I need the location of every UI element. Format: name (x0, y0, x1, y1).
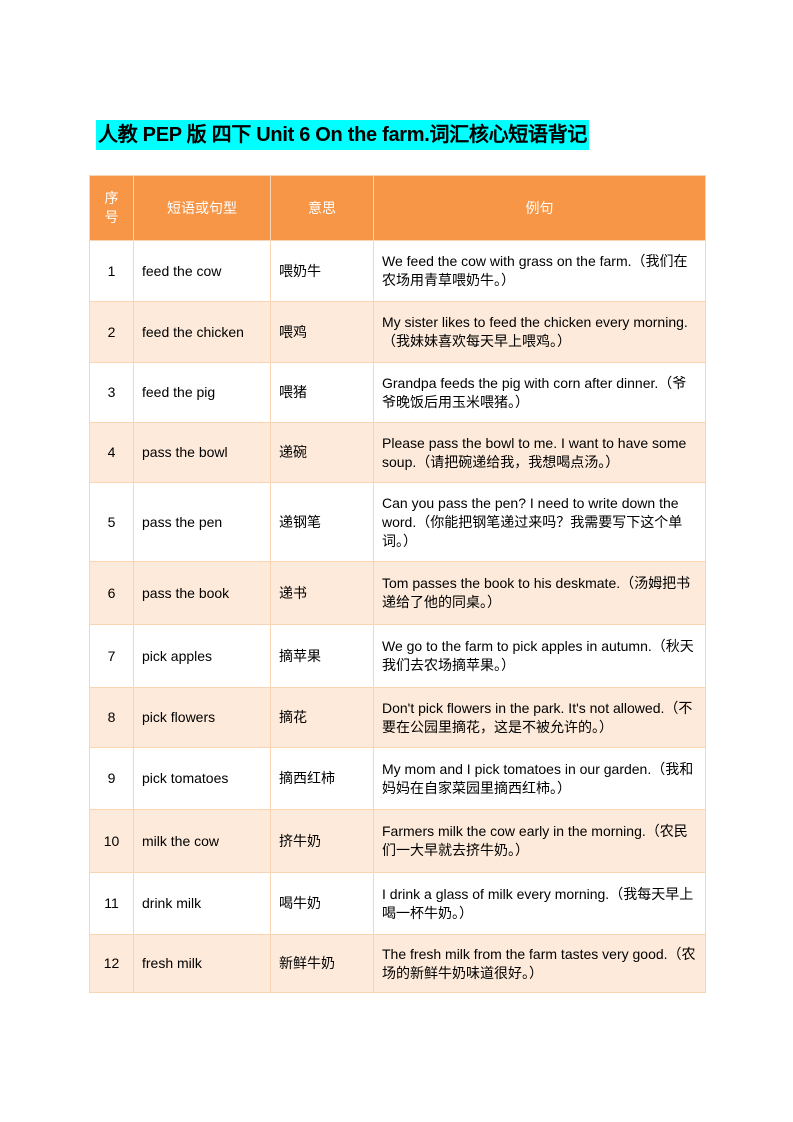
phrase-cell: drink milk (133, 872, 271, 935)
meaning-cell: 摘花 (270, 687, 374, 748)
row-number: 1 (89, 240, 134, 302)
phrase-cell: pass the pen (133, 482, 271, 562)
meaning-cell: 挤牛奶 (270, 809, 374, 873)
row-number: 11 (89, 872, 134, 935)
row-number: 6 (89, 561, 134, 625)
meaning-cell: 喂猪 (270, 362, 374, 423)
table-header-row: 序号 短语或句型 意思 例句 (89, 175, 706, 241)
phrase-cell: pass the bowl (133, 422, 271, 483)
meaning-cell: 喂鸡 (270, 301, 374, 363)
header-phrase: 短语或句型 (133, 175, 271, 241)
meaning-cell: 喝牛奶 (270, 872, 374, 935)
table-row: 7 pick apples 摘苹果 We go to the farm to pick… (89, 624, 706, 688)
example-cell: Grandpa feeds the pig with corn after di… (373, 362, 706, 423)
meaning-cell: 递钢笔 (270, 482, 374, 562)
meaning-cell: 递碗 (270, 422, 374, 483)
example-cell: The fresh milk from the farm tastes very… (373, 934, 706, 993)
row-number: 8 (89, 687, 134, 748)
phrase-cell: fresh milk (133, 934, 271, 993)
page-title: 人教 PEP 版 四下 Unit 6 On the farm.词汇核心短语背记 (96, 120, 590, 150)
meaning-cell: 递书 (270, 561, 374, 625)
row-number: 10 (89, 809, 134, 873)
phrase-cell: pick tomatoes (133, 747, 271, 810)
phrase-cell: pass the book (133, 561, 271, 625)
phrase-cell: feed the chicken (133, 301, 271, 363)
header-meaning: 意思 (270, 175, 374, 241)
row-number: 7 (89, 624, 134, 688)
table-row: 2 feed the chicken 喂鸡 My sister likes to fe… (89, 301, 706, 363)
example-cell: Please pass the bowl to me. I want to ha… (373, 422, 706, 483)
phrase-cell: pick flowers (133, 687, 271, 748)
table-row: 1 feed the cow 喂奶牛 We feed the cow with gra… (89, 240, 706, 302)
row-number: 2 (89, 301, 134, 363)
phrase-cell: pick apples (133, 624, 271, 688)
meaning-cell: 摘苹果 (270, 624, 374, 688)
row-number: 12 (89, 934, 134, 993)
example-cell: Don't pick flowers in the park. It's not… (373, 687, 706, 748)
vocabulary-table: 序号 短语或句型 意思 例句 1 feed the cow 喂奶牛 We feed t… (89, 175, 706, 993)
meaning-cell: 喂奶牛 (270, 240, 374, 302)
table-row: 3 feed the pig 喂猪 Grandpa feeds the pig wit… (89, 362, 706, 423)
example-cell: We feed the cow with grass on the farm.（… (373, 240, 706, 302)
table-row: 10 milk the cow 挤牛奶 Farmers milk the cow ea… (89, 809, 706, 873)
example-cell: My mom and I pick tomatoes in our garden… (373, 747, 706, 810)
example-cell: Tom passes the book to his deskmate.（汤姆把… (373, 561, 706, 625)
header-example: 例句 (373, 175, 706, 241)
table-row: 12 fresh milk 新鲜牛奶 The fresh milk from the … (89, 934, 706, 993)
phrase-cell: milk the cow (133, 809, 271, 873)
phrase-cell: feed the cow (133, 240, 271, 302)
example-cell: My sister likes to feed the chicken ever… (373, 301, 706, 363)
row-number: 5 (89, 482, 134, 562)
row-number: 3 (89, 362, 134, 423)
row-number: 4 (89, 422, 134, 483)
meaning-cell: 摘西红柿 (270, 747, 374, 810)
table-row: 4 pass the bowl 递碗 Please pass the bowl to … (89, 422, 706, 483)
meaning-cell: 新鲜牛奶 (270, 934, 374, 993)
header-number: 序号 (89, 175, 134, 241)
example-cell: I drink a glass of milk every morning.（我… (373, 872, 706, 935)
example-cell: We go to the farm to pick apples in autu… (373, 624, 706, 688)
example-cell: Farmers milk the cow early in the mornin… (373, 809, 706, 873)
table-row: 11 drink milk 喝牛奶 I drink a glass of milk e… (89, 872, 706, 935)
example-cell: Can you pass the pen? I need to write do… (373, 482, 706, 562)
phrase-cell: feed the pig (133, 362, 271, 423)
table-row: 9 pick tomatoes 摘西红柿 My mom and I pick toma… (89, 747, 706, 810)
table-row: 6 pass the book 递书 Tom passes the book to h… (89, 561, 706, 625)
row-number: 9 (89, 747, 134, 810)
table-row: 5 pass the pen 递钢笔 Can you pass the pen? I … (89, 482, 706, 562)
table-row: 8 pick flowers 摘花 Don't pick flowers in the… (89, 687, 706, 748)
